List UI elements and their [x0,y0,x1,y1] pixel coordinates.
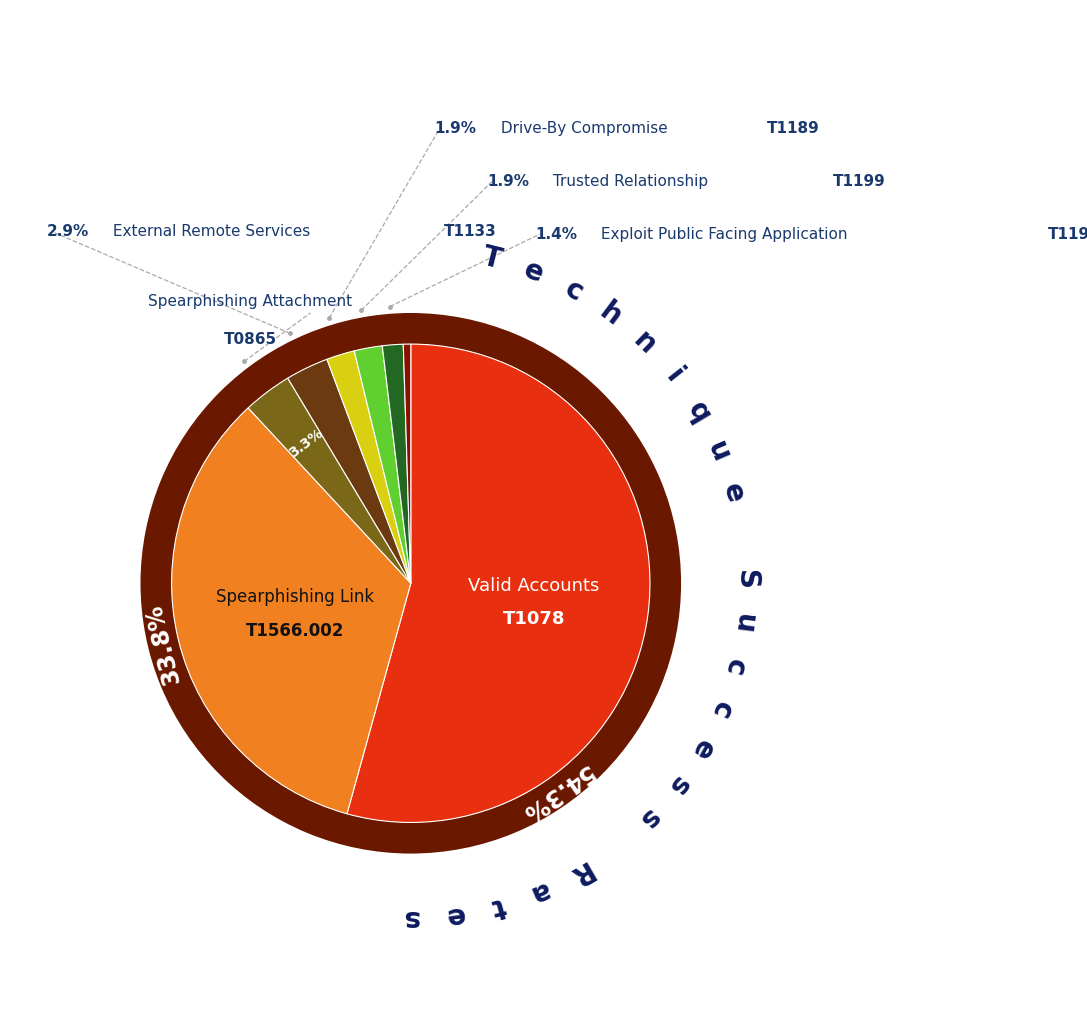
Text: i: i [660,363,688,388]
Text: S: S [732,570,760,590]
Text: 3.3%: 3.3% [286,426,325,461]
Wedge shape [347,344,650,823]
Wedge shape [288,359,411,584]
Text: T0865: T0865 [224,332,277,347]
Wedge shape [248,378,411,584]
Text: T1199: T1199 [833,174,885,189]
Text: s: s [662,771,694,801]
Text: 1.9%: 1.9% [435,121,477,137]
Text: e: e [520,256,548,289]
Text: Trusted Relationship: Trusted Relationship [548,174,713,189]
Text: T: T [479,242,504,274]
Text: n: n [627,326,661,360]
Text: Exploit Public Facing Application: Exploit Public Facing Application [596,227,852,241]
Text: T1190: T1190 [1048,227,1087,241]
Text: T1566.002: T1566.002 [246,622,343,640]
Text: h: h [595,297,627,331]
Text: T1078: T1078 [503,611,565,628]
Text: R: R [563,855,596,890]
Text: c: c [560,274,588,307]
Wedge shape [383,345,411,584]
Text: a: a [526,876,553,909]
Text: e: e [685,734,719,764]
Text: 33.8%: 33.8% [142,601,185,686]
Wedge shape [140,313,682,854]
Text: Spearphishing Attachment: Spearphishing Attachment [148,294,352,308]
Wedge shape [172,408,411,814]
Text: t: t [488,891,508,922]
Text: Spearphishing Link: Spearphishing Link [215,588,374,607]
Text: c: c [720,656,750,679]
Text: Valid Accounts: Valid Accounts [468,576,600,595]
Text: T1189: T1189 [767,121,820,137]
Text: u: u [702,437,736,466]
Text: c: c [705,697,737,722]
Text: s: s [633,803,664,834]
Text: Drive-By Compromise: Drive-By Compromise [496,121,673,137]
Wedge shape [327,351,411,584]
Text: e: e [717,480,749,506]
Text: s: s [402,905,418,933]
Text: T1133: T1133 [443,225,497,239]
Text: e: e [443,900,466,930]
Wedge shape [354,346,411,584]
Text: 54.3%: 54.3% [516,759,598,825]
Wedge shape [403,344,411,584]
Text: q: q [682,396,715,427]
Text: u: u [728,613,759,635]
Text: 2.9%: 2.9% [47,225,89,239]
Text: External Remote Services: External Remote Services [109,225,315,239]
Text: 1.9%: 1.9% [487,174,529,189]
Text: 1.4%: 1.4% [535,227,577,241]
